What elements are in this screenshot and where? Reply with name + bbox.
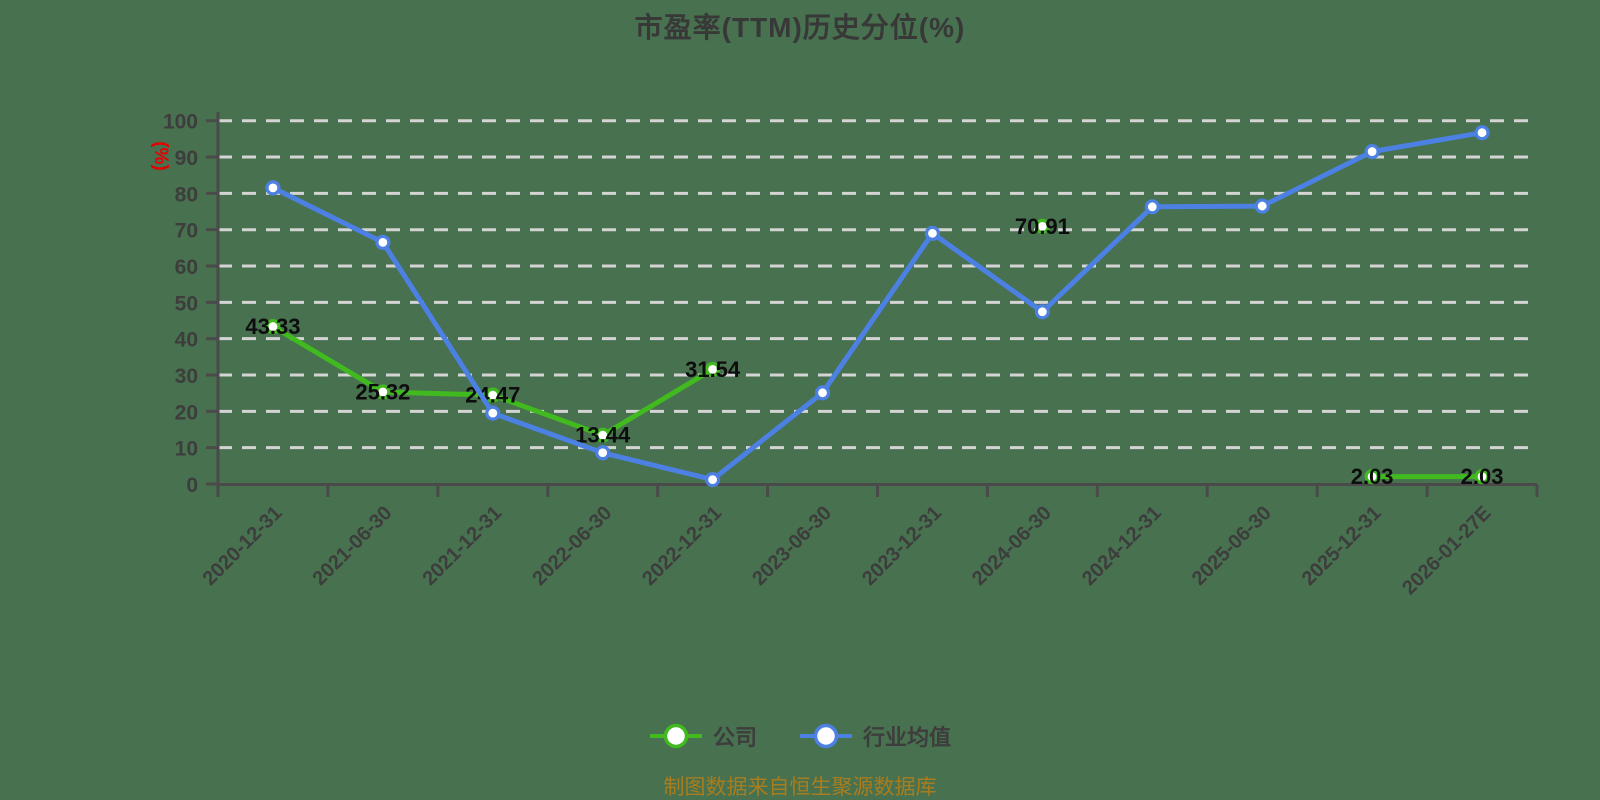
- data-point-marker: [1474, 469, 1490, 485]
- x-tick-label: 2025-12-31: [1298, 502, 1386, 590]
- x-tick-label: 2025-06-30: [1188, 502, 1276, 590]
- legend-item-company[interactable]: 公司: [649, 720, 757, 752]
- y-tick-label: 100: [163, 111, 198, 134]
- y-tick-label: 40: [175, 329, 198, 352]
- y-tick-label: 10: [175, 438, 198, 461]
- x-tick-label: 2023-06-30: [748, 502, 836, 590]
- y-tick-label: 80: [175, 183, 198, 206]
- industry-series-marker-icon: [800, 723, 852, 749]
- data-point-marker: [924, 225, 941, 241]
- x-tick-label: 2020-12-31: [199, 502, 287, 590]
- company-series-marker-icon: [649, 723, 702, 749]
- y-tick-label: 60: [175, 256, 198, 279]
- y-tick-label: 30: [175, 365, 198, 388]
- x-tick-label: 2022-12-31: [638, 502, 726, 590]
- x-tick-label: 2021-12-31: [418, 502, 506, 590]
- legend-item-label: 公司: [712, 725, 757, 750]
- data-point-marker: [1254, 198, 1270, 214]
- data-point-label: 13.44: [575, 423, 631, 448]
- x-tick-label: 2026-01-27E: [1398, 502, 1495, 599]
- data-point-label: 43.33: [245, 314, 300, 339]
- data-point-label: 31.54: [685, 357, 741, 382]
- x-tick-label: 2022-06-30: [528, 502, 616, 590]
- x-tick-label: 2021-06-30: [309, 502, 397, 590]
- data-point-label: 70.91: [1015, 214, 1070, 239]
- y-tick-label: 50: [175, 292, 198, 315]
- data-point-marker: [485, 405, 501, 421]
- data-point-label: 25.32: [355, 380, 410, 405]
- data-point-marker: [1364, 469, 1380, 485]
- y-tick-label: 20: [175, 401, 198, 424]
- y-tick-label: 70: [175, 220, 198, 243]
- data-point-marker: [375, 234, 391, 251]
- x-tick-label: 2024-06-30: [968, 502, 1056, 590]
- data-point-marker: [1034, 304, 1050, 320]
- data-point-marker: [265, 180, 281, 196]
- data-point-label: 2.03: [1351, 464, 1394, 489]
- chart-title: 市盈率(TTM)历史分位(%): [634, 12, 966, 43]
- data-point-marker: [1474, 125, 1490, 141]
- data-point-marker: [705, 361, 721, 378]
- data-point-marker: [595, 427, 611, 443]
- data-point-marker: [814, 385, 831, 401]
- data-point-marker: [1034, 218, 1050, 234]
- data-point-marker: [375, 384, 391, 400]
- y-tick-label: 90: [175, 147, 198, 170]
- series-line: [270, 130, 1485, 483]
- y-axis-unit-label: (%): [150, 141, 171, 171]
- legend: 公司 行业均值: [0, 720, 1600, 752]
- x-tick-label: 2023-12-31: [858, 502, 946, 590]
- legend-item-industry-average[interactable]: 行业均值: [799, 720, 951, 752]
- data-point-marker: [485, 387, 501, 403]
- legend-item-label: 行业均值: [863, 725, 952, 750]
- data-point-marker: [595, 445, 611, 461]
- y-tick-label: 0: [186, 474, 198, 497]
- data-source-note: 制图数据来自恒生聚源数据库: [663, 776, 937, 799]
- x-tick-label: 2024-12-31: [1078, 502, 1166, 590]
- data-point-marker: [1144, 199, 1160, 215]
- data-point-marker: [705, 472, 721, 488]
- data-point-label: 2.03: [1461, 464, 1504, 489]
- data-point-marker: [265, 318, 281, 335]
- data-point-marker: [1364, 143, 1380, 160]
